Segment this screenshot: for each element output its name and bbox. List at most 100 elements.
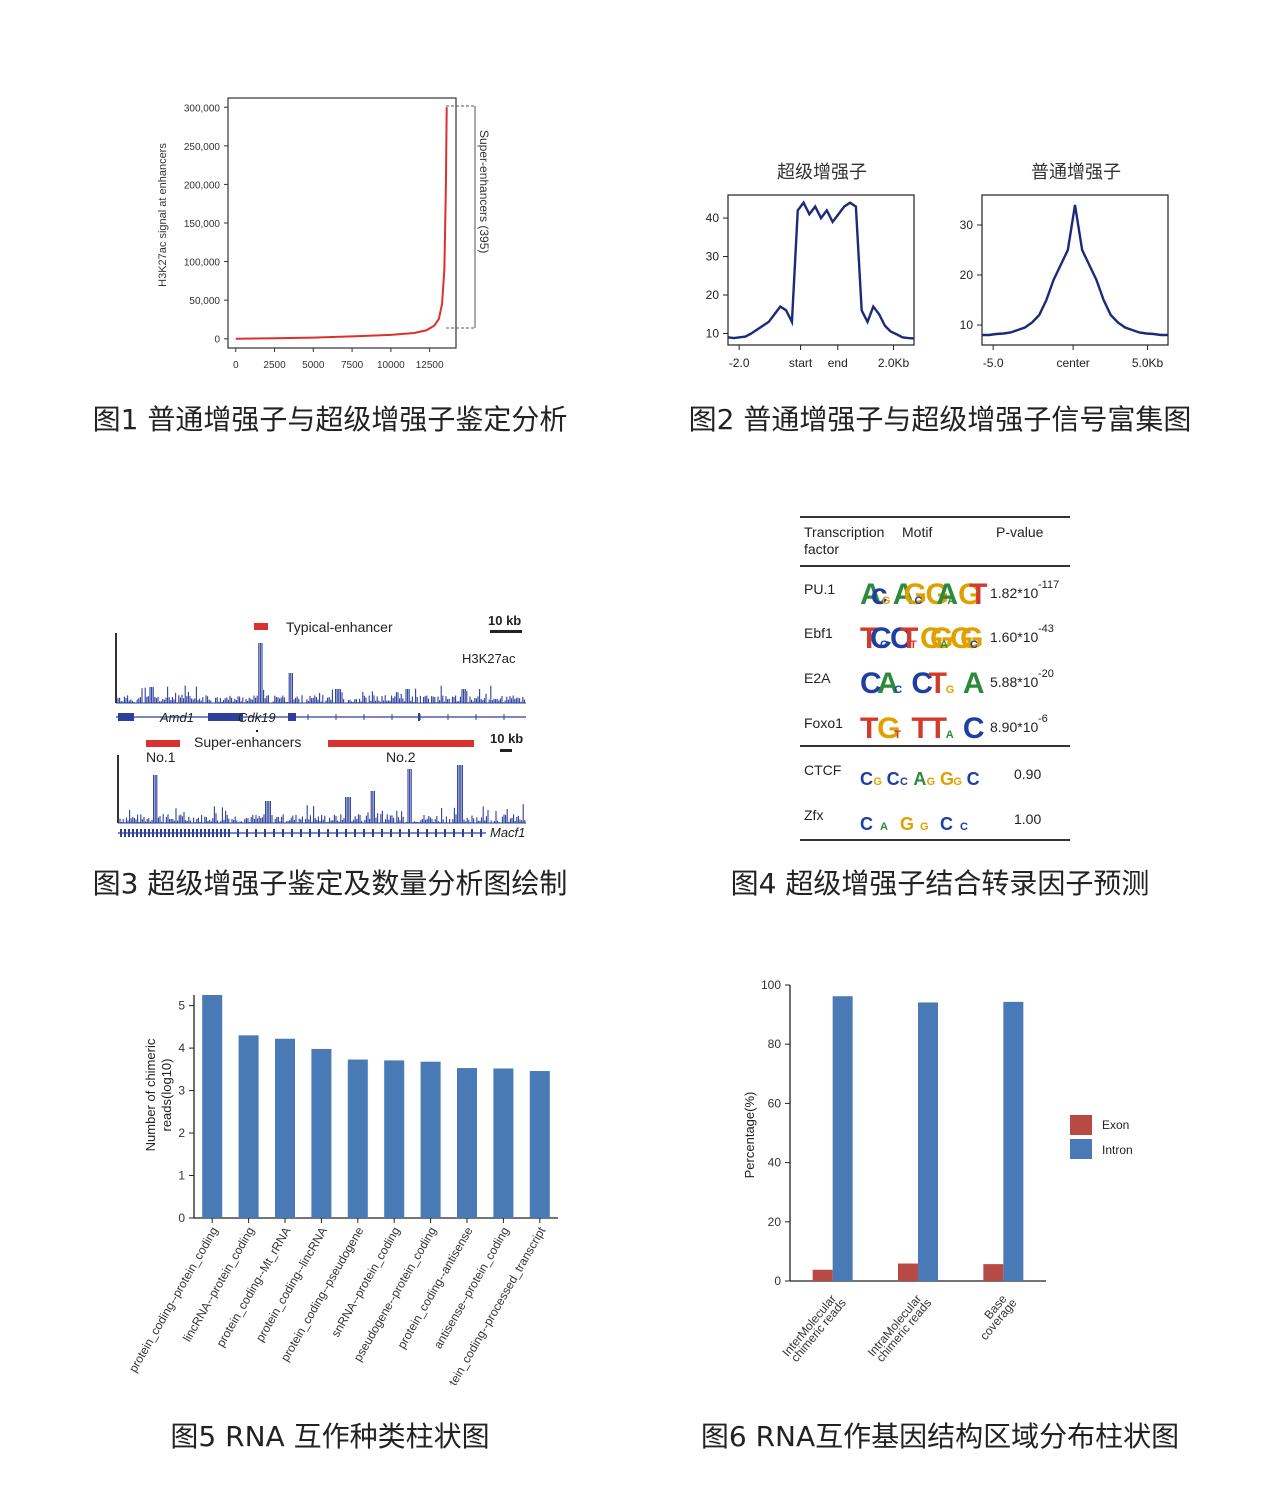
motif-letter: G [930, 622, 953, 655]
gene-exon-block [208, 713, 243, 721]
motif-letter: A [963, 667, 985, 700]
motif-letter: G [882, 595, 891, 607]
super-enhancer-label: Super-enhancers [194, 734, 301, 750]
motif-letter: G [873, 776, 882, 788]
motif-letter: T [929, 712, 947, 745]
header-factor: factor [804, 541, 839, 557]
motif-letter: T [860, 712, 878, 745]
gene-exon-block [180, 829, 182, 837]
fig5-xtick-label: protein_coding--lincRNA [253, 1225, 330, 1345]
gene-exon-block [354, 829, 356, 837]
gene-exon-block [418, 713, 420, 721]
fig5-panel: Number of chimeric reads(log10) 0 1 2 3 4 5 p… [80, 985, 580, 1403]
fig2-panel: 超级增强子 普通增强子 10 20 30 40 -2.0 start end 2.0Kb 10… [690, 150, 1190, 380]
fig1-xtick-label: 12500 [416, 360, 444, 371]
tf-name: PU.1 [804, 581, 835, 597]
motif-letter: C [894, 684, 902, 696]
motif-letter: C [960, 821, 968, 833]
header-motif: Motif [902, 524, 932, 540]
motif-letter: A [947, 595, 955, 607]
gene-exon-block [309, 829, 311, 837]
fig6-bar-exon [812, 1269, 833, 1281]
motif-letter: G [940, 769, 954, 789]
typical-enhancer-label: Typical-enhancer [286, 619, 393, 635]
motif-letter: G [904, 578, 927, 611]
p-value-exponent: -6 [1038, 713, 1048, 725]
fig3-genome-tracks: Typical-enhancer 10 kb H3K27ac Amd1 Cdk1… [115, 613, 526, 840]
fig2b-xtick-label: -5.0 [983, 356, 1004, 370]
p-value-exponent: -117 [1038, 579, 1059, 591]
motif-letter: G [925, 578, 948, 611]
gene-exon-block [192, 829, 194, 837]
gene-cdk19: Cdk19 [238, 710, 276, 725]
gene-exon-block [184, 829, 186, 837]
gene-exon-block [168, 829, 170, 837]
fig5-bar [274, 1038, 296, 1218]
gene-exon-block [480, 829, 482, 837]
gene-amd1: Amd1 [159, 710, 194, 725]
p-value: 1.00 [1014, 811, 1041, 827]
h3k27ac-label: H3K27ac [462, 651, 516, 666]
track2-signal [119, 765, 526, 823]
fig1-panel: 0 50,000 100,000 150,000 200,000 250,000 300,0… [140, 90, 520, 380]
gene-exon-block [164, 829, 166, 837]
dot-marker [256, 730, 258, 732]
gene-exon-block [462, 829, 464, 837]
fig1-series-line [235, 107, 448, 340]
fig1-xtick-label: 5000 [302, 360, 325, 371]
fig5-ytick-label: 1 [178, 1169, 185, 1183]
gene-exon-block [237, 829, 239, 837]
fig2a-xtick-label: -2.0 [729, 356, 750, 370]
gene-exon-block [196, 829, 198, 837]
tf-name: Foxo1 [804, 715, 843, 731]
fig3-panel: Typical-enhancer 10 kb H3K27ac Amd1 Cdk1… [108, 605, 568, 850]
motif-letter: G [953, 776, 962, 788]
motif-letter: C [911, 667, 933, 700]
gene-exon-block [264, 829, 266, 837]
fig6-bar-exon [983, 1264, 1004, 1281]
fig2b-xtick-label: center [1056, 356, 1089, 370]
tf-name: CTCF [804, 762, 841, 778]
no2-label: No.2 [386, 749, 416, 765]
gene-exon-block [363, 829, 365, 837]
fig1-xtick-label: 0 [233, 360, 239, 371]
gene-exon-block [148, 829, 150, 837]
fig2a-title: 超级增强子 [777, 162, 867, 182]
motif-letter: A [880, 821, 888, 833]
fig2-chart: 超级增强子 普通增强子 10 20 30 40 -2.0 start end 2.0Kb 10… [706, 162, 1169, 370]
gene-exon-block [128, 829, 130, 837]
gene-exon-block [216, 829, 218, 837]
gene-exon-block [471, 829, 473, 837]
fig1-ytick-label: 300,000 [184, 103, 221, 114]
fig5-bar [529, 1071, 550, 1218]
gene-exon-block [224, 829, 226, 837]
fig5-bar [384, 1060, 405, 1218]
fig5-bar [347, 1059, 368, 1218]
fig6-ytick-label: 40 [768, 1156, 782, 1170]
scale-label-top: 10 kb [488, 613, 521, 628]
typical-enhancer-marker [254, 623, 268, 630]
fig6-bar-intron [832, 996, 853, 1281]
fig1-bracket-label: Super-enhancers (395) [477, 130, 491, 253]
legend-intron-label: Intron [1102, 1143, 1133, 1157]
fig6-panel: Percentage(%) 0 20 40 60 80 100 InterMolecula… [730, 975, 1170, 1385]
fig5-bar [202, 995, 223, 1218]
motif-letter: C [963, 712, 985, 745]
fig6-ytick-label: 0 [774, 1274, 781, 1288]
fig2b-ytick-label: 30 [960, 218, 974, 232]
gene-exon-block [152, 829, 154, 837]
gene-exon-block [120, 829, 122, 837]
gene-exon-block [345, 829, 347, 837]
fig5-xtick-label: snRNA--protein_coding [328, 1225, 402, 1340]
fig5-caption: 图5 RNA 互作种类柱状图 [170, 1420, 490, 1453]
gene-exon-block [390, 829, 392, 837]
legend-intron-swatch [1070, 1139, 1092, 1159]
header-transcription: Transcription [804, 524, 884, 540]
tf-name: Zfx [804, 807, 823, 823]
fig1-ytick-label: 0 [214, 335, 220, 346]
fig3-caption: 图3 超级增强子鉴定及数量分析图绘制 [92, 867, 568, 900]
scale-label-bottom: 10 kb [490, 731, 523, 746]
motif-letter: C [860, 667, 882, 700]
motif-letter: T [910, 639, 917, 651]
